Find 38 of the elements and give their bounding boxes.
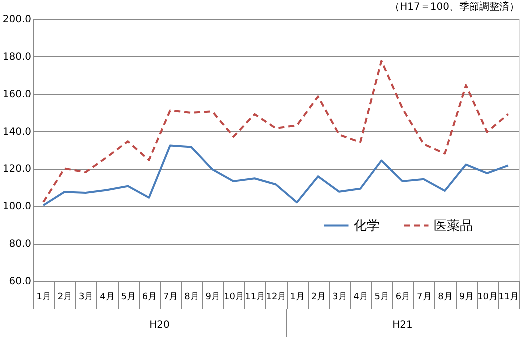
x-tick-label: 9月 (459, 292, 474, 302)
y-tick-label: 180.0 (2, 52, 32, 63)
x-tick-label: 2月 (311, 292, 326, 302)
chart-title: （H17＝100、季節調整済） (390, 1, 520, 13)
x-tick-label: 6月 (396, 292, 411, 302)
y-tick-label: 140.0 (2, 126, 32, 138)
x-tick-label: 4月 (354, 292, 368, 302)
y-tick-label: 120.0 (2, 164, 32, 176)
x-tick-label: 11月 (498, 292, 520, 302)
x-tick-label: 11月 (245, 292, 266, 302)
x-tick-label: 10月 (224, 292, 244, 302)
x-tick-label: 12月 (266, 292, 287, 302)
x-tick-label: 2月 (58, 292, 73, 302)
x-tick-label: 3月 (332, 292, 348, 302)
x-tick-label: 1月 (36, 292, 52, 302)
x-tick-label: 9月 (206, 292, 220, 302)
legend-label: 化学 (354, 218, 380, 234)
y-tick-label: 60.0 (9, 276, 32, 288)
x-tick-label: 8月 (184, 292, 200, 302)
x-tick-label: 8月 (438, 292, 453, 302)
y-tick-label: 100.0 (2, 202, 32, 213)
x-tick-label: 1月 (290, 292, 305, 302)
line-series (42, 60, 510, 204)
x-tick-label: 6月 (142, 292, 158, 302)
x-tick-label: 5月 (374, 292, 390, 302)
y-tick-label: 200.0 (2, 14, 32, 26)
x-tick-label: 7月 (417, 292, 432, 302)
line-series (42, 144, 510, 207)
y-tick-label: 80.0 (9, 239, 32, 250)
x-tick-label: 4月 (100, 292, 115, 302)
x-tick-label: 7月 (163, 292, 178, 302)
x-tick-label: 10月 (478, 292, 498, 302)
x-tick-label: 5月 (121, 292, 136, 302)
y-tick-label: 160.0 (2, 89, 32, 100)
x-tick-label: 3月 (78, 292, 94, 302)
text: H21 (392, 320, 413, 331)
legend-label: 医薬品 (434, 218, 473, 234)
text: H20 (150, 320, 170, 331)
